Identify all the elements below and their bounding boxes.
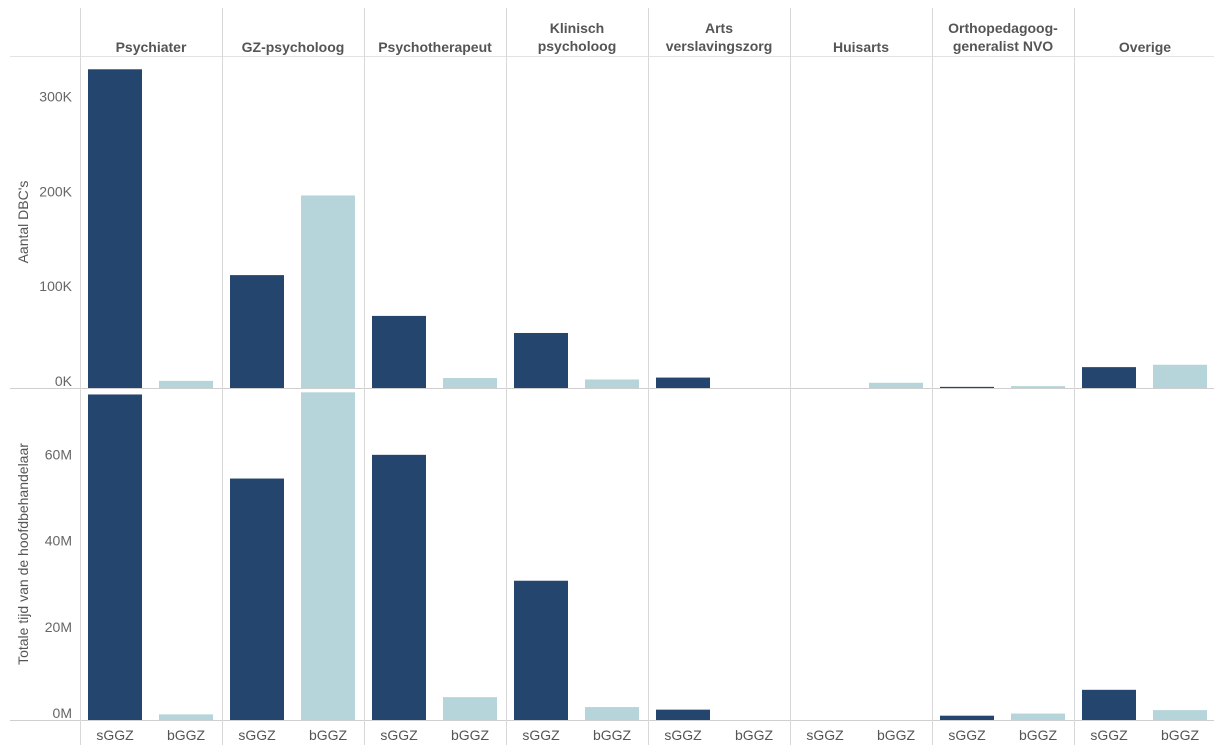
y-tick-label: 0K [55,373,73,389]
bar-sggz [656,709,710,720]
x-category-label: sGGZ [522,727,560,743]
x-category-label: bGGZ [167,727,206,743]
bar-bggz [585,379,639,388]
y-axis-title: Aantal DBC's [15,181,31,264]
y-axis-title: Totale tijd van de hoofdbehandelaar [15,443,31,665]
bar-bggz [301,195,355,388]
bar-bggz [1011,713,1065,720]
column-header: generalist NVO [953,38,1053,54]
column-header: GZ-psycholoog [242,39,345,55]
bar-bggz [869,382,923,388]
bar-sggz [656,377,710,388]
column-header: Overige [1119,39,1171,55]
bar-sggz [514,332,568,388]
column-header: verslavingszorg [666,38,773,54]
column-header: Orthopedagoog- [948,20,1058,36]
bar-bggz [159,380,213,388]
y-tick-label: 100K [39,278,72,294]
bar-bggz [1153,364,1207,388]
bar-sggz [1082,689,1136,720]
x-category-label: bGGZ [1161,727,1200,743]
x-category-label: bGGZ [309,727,348,743]
y-tick-label: 60M [45,446,72,462]
column-header: Huisarts [833,39,889,55]
column-header: Klinisch [550,20,604,36]
bar-sggz [940,715,994,720]
bar-sggz [940,386,994,388]
y-tick-label: 300K [39,88,72,104]
x-category-label: sGGZ [664,727,702,743]
bar-bggz [443,697,497,720]
bar-sggz [88,69,142,388]
bar-sggz [230,478,284,720]
x-category-label: sGGZ [948,727,986,743]
x-category-label: bGGZ [451,727,490,743]
x-category-label: sGGZ [806,727,844,743]
bar-bggz [443,378,497,388]
y-tick-label: 200K [39,183,72,199]
x-category-label: bGGZ [877,727,916,743]
column-header: Arts [705,20,733,36]
bar-sggz [88,394,142,720]
bar-sggz [1082,367,1136,388]
bar-bggz [1153,710,1207,720]
x-category-label: bGGZ [593,727,632,743]
bar-bggz [1011,386,1065,388]
column-header: Psychotherapeut [378,39,492,55]
column-header: psycholoog [538,38,617,54]
x-category-label: sGGZ [96,727,134,743]
bar-bggz [301,392,355,720]
x-category-label: bGGZ [735,727,774,743]
bar-sggz [514,580,568,720]
bar-sggz [372,315,426,388]
column-header: Psychiater [116,39,187,55]
y-tick-label: 40M [45,533,72,549]
bar-bggz [585,707,639,720]
x-category-label: bGGZ [1019,727,1058,743]
x-category-label: sGGZ [238,727,276,743]
bar-bggz [159,714,213,720]
x-category-label: sGGZ [1090,727,1128,743]
bar-sggz [372,454,426,720]
y-tick-label: 20M [45,619,72,635]
y-tick-label: 0M [53,705,72,721]
bar-sggz [230,275,284,388]
x-category-label: sGGZ [380,727,418,743]
